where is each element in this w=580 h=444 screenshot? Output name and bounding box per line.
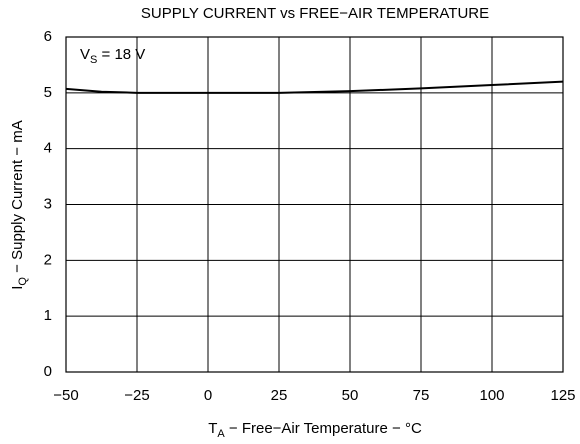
x-label-sub: A [217, 428, 225, 440]
x-tick-label: 75 [413, 387, 430, 404]
x-label-rest: − Free−Air Temperature − °C [225, 420, 422, 437]
x-tick-label: −50 [53, 387, 78, 404]
y-tick-label: 4 [44, 140, 52, 157]
x-axis-label: TA − Free−Air Temperature − °C [208, 420, 422, 440]
y-label-sub: Q [17, 277, 29, 286]
x-tick-label: −25 [124, 387, 149, 404]
plot-frame [65, 36, 564, 373]
x-tick-label: 0 [204, 387, 212, 404]
y-tick-label: 2 [44, 251, 52, 268]
x-tick-label: 50 [342, 387, 359, 404]
x-label-main: T [208, 420, 217, 437]
y-tick-label: 3 [44, 195, 52, 212]
y-tick-label: 1 [44, 307, 52, 324]
annotation-sub: S [90, 54, 97, 66]
x-tick-label: 25 [271, 387, 288, 404]
annotation-main: V [80, 46, 90, 63]
y-tick-label: 5 [44, 84, 52, 101]
y-tick-label: 6 [44, 28, 52, 45]
x-tick-label: 100 [479, 387, 504, 404]
annotation-rest: = 18 V [97, 46, 145, 63]
y-tick-label: 0 [44, 363, 52, 380]
y-axis-label: IQ − Supply Current − mA [9, 120, 29, 289]
annotation: VS = 18 V [80, 46, 145, 66]
x-tick-label: 125 [550, 387, 575, 404]
chart-title: SUPPLY CURRENT vs FREE−AIR TEMPERATURE [141, 5, 489, 22]
y-label-main: I [9, 286, 26, 290]
line [65, 80, 564, 94]
y-label-rest: − Supply Current − mA [9, 120, 26, 277]
